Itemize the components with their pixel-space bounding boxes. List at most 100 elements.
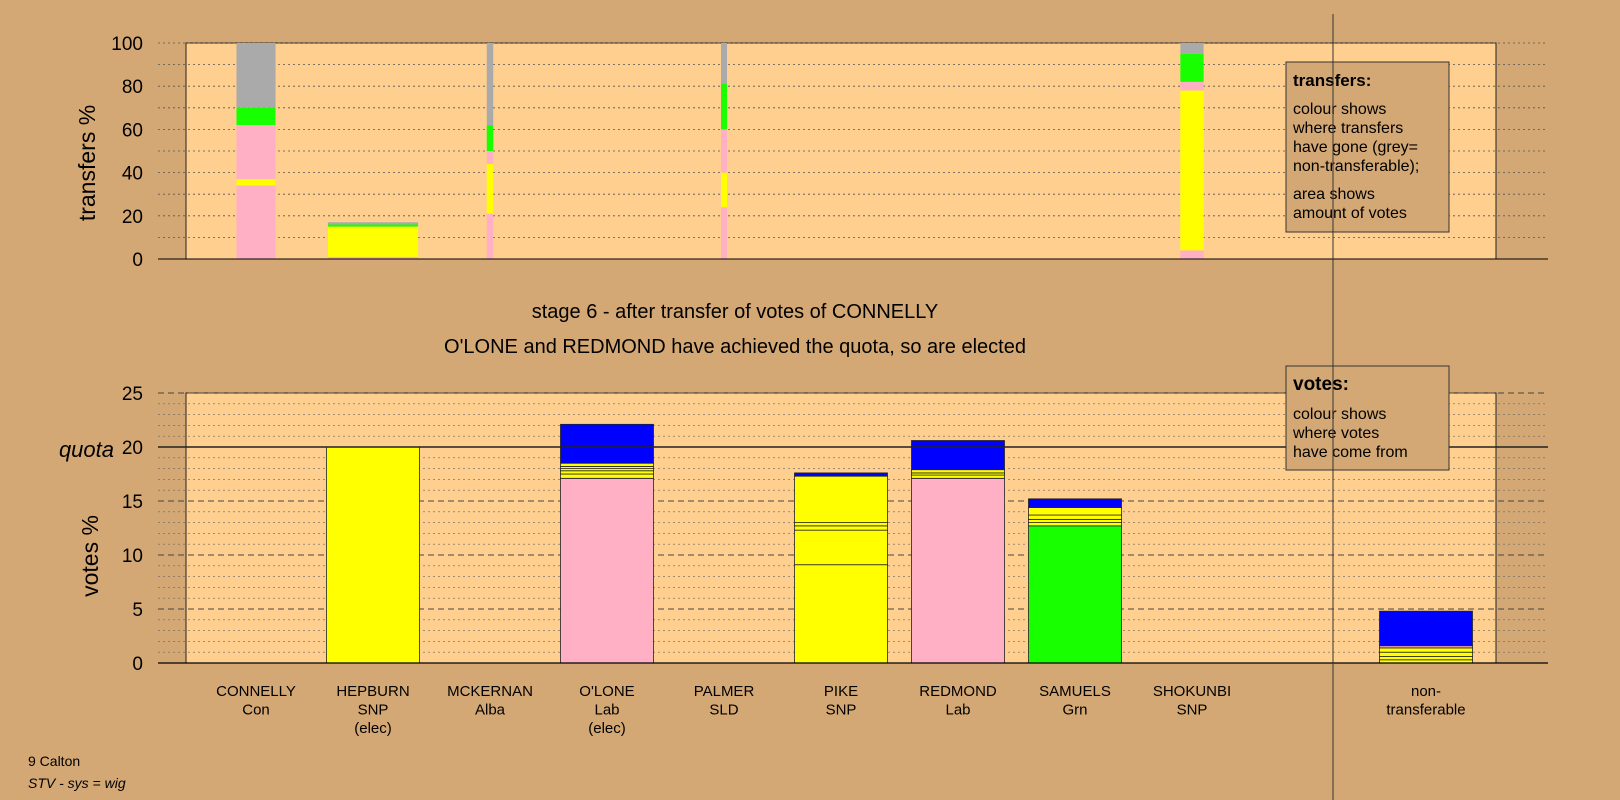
- vote-segment: [1028, 518, 1122, 523]
- candidate-label: SAMUELS: [1039, 683, 1111, 700]
- transfer-segment: [1180, 43, 1204, 54]
- vote-segment: [1028, 525, 1122, 664]
- votes-y-axis-label: votes %: [77, 515, 103, 597]
- candidate-label: SNP: [1177, 702, 1208, 719]
- transfer-segment: [486, 163, 494, 214]
- votes-bars: [326, 423, 1473, 664]
- transfer-segment: [236, 43, 276, 108]
- candidate-label: REDMOND: [919, 683, 997, 700]
- candidate-label: SNP: [826, 702, 857, 719]
- transfer-segment: [486, 125, 494, 151]
- votes-y-tick-label: 15: [122, 492, 143, 513]
- transfer-segment: [1180, 250, 1204, 259]
- system-label: STV - sys = wig: [28, 775, 126, 791]
- transfers-gridlines: [158, 42, 1548, 260]
- vote-segment: [560, 470, 654, 475]
- transfer-segment: [327, 256, 419, 259]
- transfers-legend-line: where transfers: [1292, 120, 1403, 137]
- transfer-segment: [1180, 90, 1204, 251]
- transfer-segment: [721, 84, 727, 130]
- transfers-y-tick-label: 40: [122, 164, 143, 185]
- transfers-legend-line: colour shows: [1293, 101, 1386, 118]
- vote-segment: [911, 440, 1005, 471]
- votes-legend-heading: votes:: [1293, 374, 1349, 395]
- ward-label: 9 Calton: [28, 753, 80, 769]
- votes-y-tick-label: 20: [122, 438, 143, 459]
- votes-legend-line: colour shows: [1293, 406, 1386, 423]
- vote-segment: [560, 423, 654, 464]
- vote-segment: [794, 564, 888, 664]
- stage-title: stage 6 - after transfer of votes of CON…: [532, 301, 938, 323]
- transfer-segment: [327, 224, 419, 227]
- transfers-y-axis-label: transfers %: [74, 105, 100, 221]
- vote-segment: [1028, 514, 1122, 520]
- vote-segment: [794, 522, 888, 527]
- candidate-label: HEPBURN: [336, 683, 409, 700]
- transfers-y-tick-label: 80: [122, 77, 143, 98]
- candidate-label: O'LONE: [579, 683, 634, 700]
- transfers-y-tick-label: 0: [132, 250, 143, 271]
- candidate-label: MCKERNAN: [447, 683, 533, 700]
- votes-legend: votes: colour shows where votes have com…: [1285, 365, 1450, 471]
- transfer-segment: [486, 151, 494, 164]
- transfer-segment: [486, 213, 494, 259]
- candidate-label: (elec): [354, 720, 392, 737]
- votes-y-tick-label: 10: [122, 546, 143, 567]
- vote-segment: [911, 469, 1005, 474]
- vote-segment: [794, 472, 888, 477]
- votes-y-tick-label: 0: [132, 654, 143, 675]
- candidate-label: Alba: [475, 702, 506, 719]
- transfer-segment: [721, 129, 727, 173]
- vote-segment: [911, 477, 1005, 664]
- votes-legend-line: where votes: [1292, 425, 1379, 442]
- vote-segment: [1028, 498, 1122, 508]
- transfer-segment: [1180, 53, 1204, 82]
- candidate-label: SNP: [358, 702, 389, 719]
- votes-y-tick-label: 25: [122, 384, 143, 405]
- vote-segment: [1379, 647, 1473, 653]
- vote-segment: [326, 446, 420, 664]
- transfers-bars: [236, 43, 1204, 259]
- vote-segment: [1028, 507, 1122, 516]
- candidate-label: CONNELLY: [216, 683, 296, 700]
- vote-segment: [911, 474, 1005, 479]
- transfers-y-tick-label: 60: [122, 120, 143, 141]
- transfer-segment: [327, 222, 419, 225]
- transfer-segment: [236, 107, 276, 126]
- vote-segment: [1028, 522, 1122, 527]
- vote-segment: [1379, 610, 1473, 647]
- votes-legend-box: [1285, 365, 1450, 471]
- transfer-segment: [721, 172, 727, 208]
- stage-subtitle: O'LONE and REDMOND have achieved the quo…: [444, 336, 1026, 358]
- transfer-segment: [236, 179, 276, 186]
- candidate-label: Con: [242, 702, 270, 719]
- candidate-label: transferable: [1386, 702, 1465, 719]
- transfer-segment: [1180, 81, 1204, 91]
- candidate-label: SLD: [709, 702, 738, 719]
- vote-segment: [794, 475, 888, 524]
- candidate-label: non-: [1411, 683, 1441, 700]
- candidate-label: SHOKUNBI: [1153, 683, 1231, 700]
- quota-label: quota: [59, 437, 114, 462]
- vote-segment: [794, 525, 888, 531]
- transfers-y-tick-label: 20: [122, 207, 143, 228]
- transfers-legend-heading: transfers:: [1293, 71, 1371, 90]
- transfer-segment: [327, 226, 419, 257]
- transfers-y-tick-label: 100: [111, 34, 143, 55]
- vote-segment: [560, 477, 654, 664]
- transfer-segment: [236, 125, 276, 180]
- transfers-y-axis: 0 20 40 60 80 100: [111, 34, 1548, 271]
- candidate-labels: CONNELLYConHEPBURNSNP(elec)MCKERNANAlbaO…: [216, 683, 1465, 737]
- transfers-legend: transfers: colour shows where transfers …: [1285, 61, 1450, 233]
- transfers-legend-box: [1285, 61, 1450, 233]
- votes-y-tick-label: 5: [132, 600, 143, 621]
- transfer-segment: [721, 207, 727, 259]
- vote-segment: [794, 529, 888, 566]
- candidate-label: Grn: [1062, 702, 1087, 719]
- vote-segment: [560, 473, 654, 479]
- transfer-segment: [486, 43, 494, 126]
- vote-segment: [560, 462, 654, 467]
- transfer-segment: [236, 185, 276, 259]
- transfers-legend-line: non-transferable);: [1293, 158, 1419, 175]
